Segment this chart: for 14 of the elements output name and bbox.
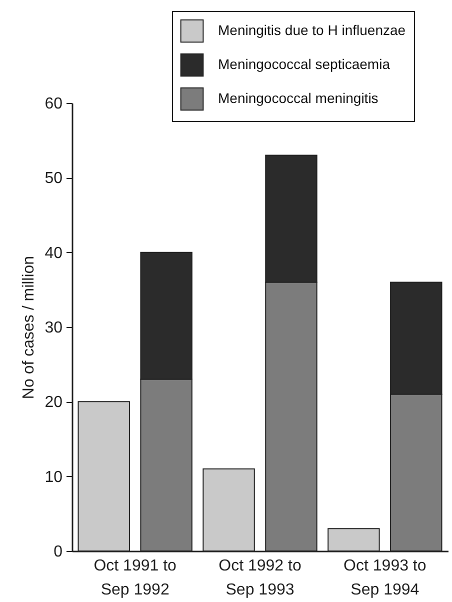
y-tick-label: 40 bbox=[44, 244, 63, 262]
y-tick-label: 20 bbox=[44, 394, 63, 412]
legend-label: Meningococcal septicaemia bbox=[218, 56, 390, 72]
legend-label: Meningococcal meningitis bbox=[218, 90, 378, 106]
y-tick-label: 50 bbox=[44, 170, 63, 188]
legend-label: Meningitis due to H influenzae bbox=[218, 22, 406, 38]
x-tick-label: Oct 1991 to Sep 1992 bbox=[94, 558, 177, 598]
y-tick-label: 60 bbox=[44, 96, 63, 112]
y-axis-title: No of cases / million bbox=[20, 256, 38, 400]
y-tick-label: 30 bbox=[44, 320, 63, 336]
x-tick-label: Oct 1993 to Sep 1994 bbox=[344, 558, 426, 598]
x-tick-label: Oct 1992 to Sep 1993 bbox=[218, 558, 302, 598]
y-tick-label: 10 bbox=[44, 468, 63, 486]
y-tick-label: 0 bbox=[54, 544, 63, 560]
